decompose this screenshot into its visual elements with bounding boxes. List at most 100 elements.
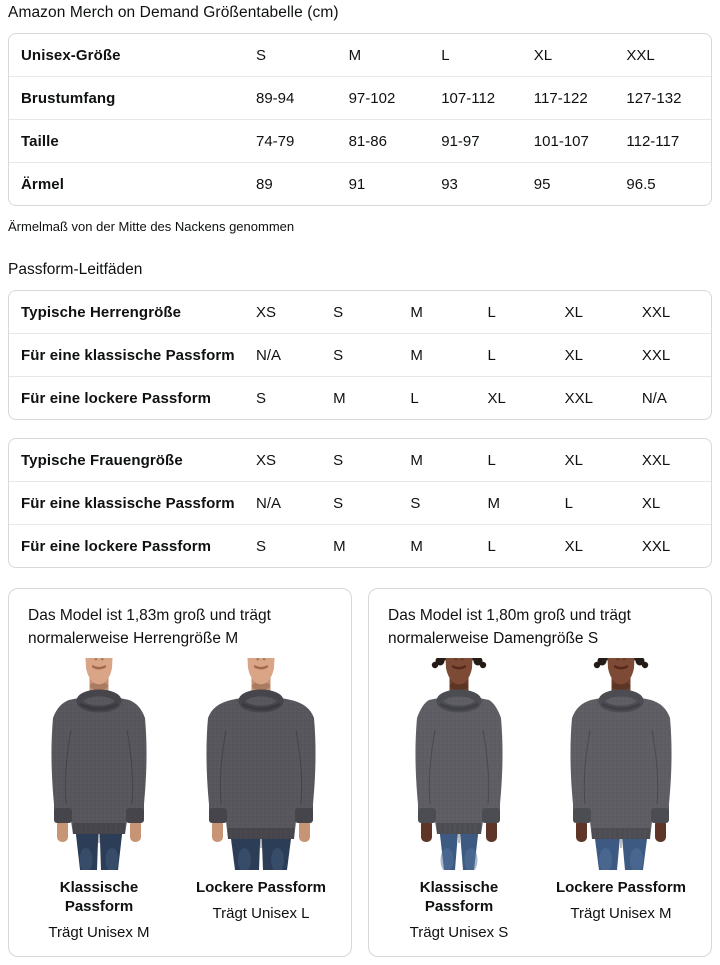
cell-value: 89-94 [256, 89, 295, 107]
table-row: Typische Frauengröße XS S M L XL XXL [9, 439, 711, 482]
photo-caption: Lockere Passform Trägt Unisex M [546, 878, 696, 942]
cell-value: L [410, 389, 419, 407]
table-row: Typische Herrengröße XS S M L XL XXL [9, 291, 711, 334]
cell-value: L [564, 494, 573, 512]
fit-table-men: Typische Herrengröße XS S M L XL XXL Für eine k… [8, 290, 712, 420]
model-description: Das Model ist 1,80m groß und trägt norma… [388, 607, 631, 647]
fit-caption-label: Lockere Passform [555, 879, 687, 896]
model-photos [382, 658, 698, 870]
cell-value: L [487, 451, 496, 469]
cell-value: S [256, 46, 267, 64]
fit-caption-label: Lockere Passform [195, 879, 327, 896]
women-row-label: Für eine lockere Passform [21, 537, 212, 555]
cell-value: L [487, 346, 496, 364]
cell-value: XL [641, 494, 661, 512]
cell-value: XXL [641, 346, 671, 364]
cell-value: S [410, 494, 421, 512]
photo-captions: Klassische Passform Trägt Unisex M Lockere… [22, 878, 338, 942]
sleeve-measure-footnote: Ärmelmaß von der Mitte des Nackens genom… [8, 219, 295, 234]
unisex-row-label: Ärmel [21, 175, 65, 193]
fit-table-women: Typische Frauengröße XS S M L XL XXL Für eine k… [8, 438, 712, 568]
model-photos [22, 658, 338, 870]
cell-value: M [333, 537, 346, 555]
cell-value: S [256, 389, 267, 407]
cell-value: 93 [441, 175, 458, 193]
table-row: Ärmel 89 91 93 95 96.5 [9, 163, 711, 205]
cell-value: M [410, 303, 423, 321]
fit-caption-label: Klassische Passform [59, 879, 139, 915]
men-row-label: Für eine klassische Passform [21, 346, 235, 364]
table-row: Für eine lockere Passform S M M L XL XXL [9, 525, 711, 567]
model-description: Das Model ist 1,83m groß und trägt norma… [28, 607, 271, 647]
model-photo-female-classic [384, 658, 534, 870]
cell-value: N/A [641, 389, 667, 407]
unisex-row-label: Brustumfang [21, 89, 116, 107]
women-row-label: Für eine klassische Passform [21, 494, 235, 512]
fit-guide-tables: Typische Herrengröße XS S M L XL XXL Für eine k… [8, 290, 712, 568]
cell-value: S [333, 303, 344, 321]
cell-value: M [410, 537, 423, 555]
cell-value: M [410, 346, 423, 364]
fit-guides-heading: Passform-Leitfäden [8, 261, 143, 278]
unisex-row-label: Taille [21, 132, 59, 150]
cell-value: 127-132 [626, 89, 682, 107]
cell-value: S [333, 346, 344, 364]
cell-value: 95 [533, 175, 551, 193]
table-row: Für eine klassische Passform N/A S S M L XL [9, 482, 711, 525]
model-photo-male-classic [24, 658, 174, 870]
table-row: Für eine lockere Passform S M L XL XXL N/A [9, 377, 711, 419]
cell-value: 101-107 [533, 132, 589, 150]
cell-value: XL [564, 303, 584, 321]
unisex-size-table: Unisex-Größe S M L XL XXL Brustumfang 89-94 97-1… [8, 33, 712, 206]
table-row: Taille 74-79 81-86 91-97 101-107 112-117 [9, 120, 711, 163]
cell-value: XXL [641, 451, 671, 469]
model-cards: Das Model ist 1,83m groß und trägt norma… [8, 588, 712, 957]
cell-value: XS [256, 451, 277, 469]
fit-caption-label: Klassische Passform [419, 879, 499, 915]
cell-value: XL [533, 46, 553, 64]
cell-value: XXL [564, 389, 594, 407]
cell-value: 97-102 [348, 89, 396, 107]
men-row-label: Typische Herrengröße [21, 303, 182, 321]
cell-value: 91-97 [441, 132, 480, 150]
cell-value: L [487, 537, 496, 555]
cell-value: XS [256, 303, 277, 321]
photo-caption: Klassische Passform Trägt Unisex M [24, 878, 174, 942]
cell-value: M [410, 451, 423, 469]
model-card-female: Das Model ist 1,80m groß und trägt norma… [368, 588, 712, 957]
fit-caption-size: Trägt Unisex S [409, 924, 509, 941]
women-row-label: Typische Frauengröße [21, 451, 183, 469]
model-photo-female-loose [546, 658, 696, 870]
cell-value: N/A [256, 346, 282, 364]
cell-value: XXL [626, 46, 655, 64]
cell-value: N/A [256, 494, 282, 512]
cell-value: 107-112 [441, 89, 496, 107]
fit-caption-size: Trägt Unisex L [212, 905, 310, 922]
page-title: Amazon Merch on Demand Größentabelle (cm… [8, 4, 339, 21]
cell-value: M [348, 46, 362, 64]
photo-caption: Klassische Passform Trägt Unisex S [384, 878, 534, 942]
cell-value: XL [564, 451, 584, 469]
table-row: Brustumfang 89-94 97-102 107-112 117-122 127-… [9, 77, 711, 120]
cell-value: 81-86 [348, 132, 387, 150]
table-row: Unisex-Größe S M L XL XXL [9, 34, 711, 77]
cell-value: L [441, 46, 450, 64]
model-photo-male-loose [186, 658, 336, 870]
cell-value: XL [564, 537, 584, 555]
cell-value: 117-122 [533, 89, 588, 107]
photo-captions: Klassische Passform Trägt Unisex S Lockere… [382, 878, 698, 942]
cell-value: XXL [641, 537, 671, 555]
cell-value: XXL [641, 303, 671, 321]
cell-value: S [256, 537, 267, 555]
cell-value: M [487, 494, 500, 512]
men-row-label: Für eine lockere Passform [21, 389, 212, 407]
model-card-male: Das Model ist 1,83m groß und trägt norma… [8, 588, 352, 957]
fit-caption-size: Trägt Unisex M [570, 905, 672, 922]
cell-value: XL [487, 389, 506, 407]
fit-caption-size: Trägt Unisex M [48, 924, 150, 941]
unisex-row-label: Unisex-Größe [21, 46, 121, 64]
table-row: Für eine klassische Passform N/A S M L XL XXL [9, 334, 711, 377]
cell-value: 96.5 [626, 175, 656, 193]
cell-value: M [333, 389, 346, 407]
